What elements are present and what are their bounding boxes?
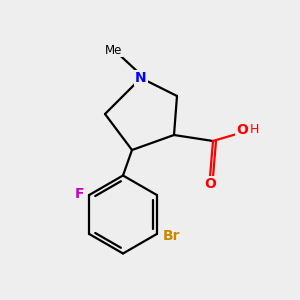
Text: O: O (236, 123, 248, 137)
Text: N: N (135, 71, 147, 85)
Text: H: H (249, 123, 259, 136)
Text: Br: Br (162, 229, 180, 242)
Text: O: O (204, 177, 216, 190)
Text: F: F (75, 187, 84, 200)
Text: Me: Me (105, 44, 123, 57)
